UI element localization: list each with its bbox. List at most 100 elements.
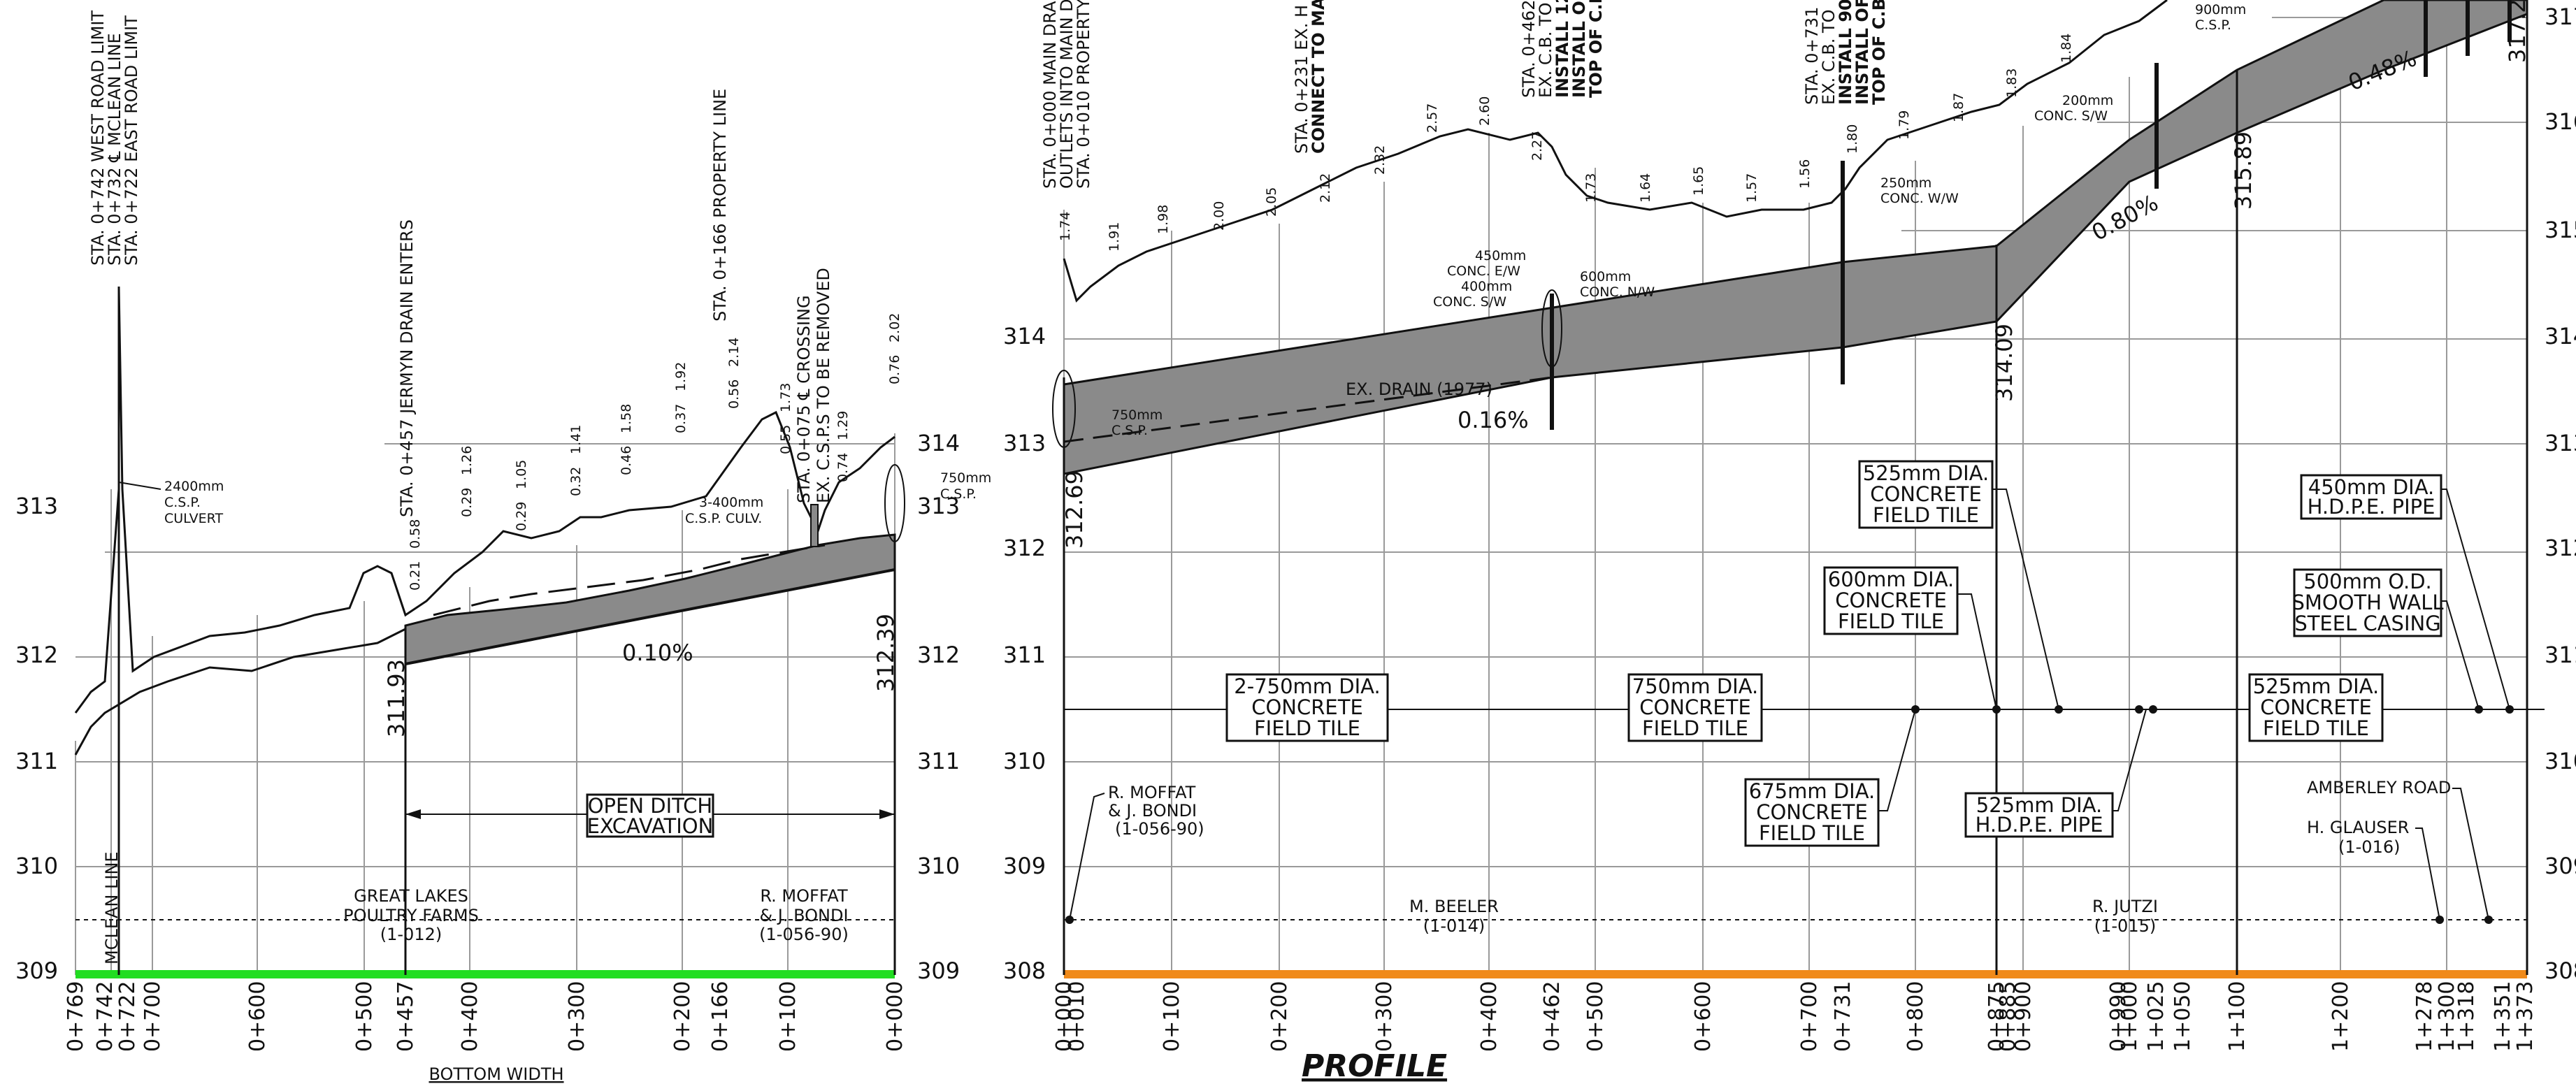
svg-text:& J. BONDI: & J. BONDI	[759, 906, 848, 925]
main-depth-5: 2.12	[1318, 173, 1333, 203]
left-invert-end: 312.39	[872, 614, 899, 692]
main-box-6: 525mm DIA. H.D.P.E. PIPE	[1964, 709, 2147, 838]
main-depth-3: 2.00	[1211, 201, 1227, 231]
svg-text:400mm: 400mm	[1461, 279, 1512, 294]
left-mclean-line: MCLEAN LINE	[102, 851, 122, 964]
svg-text:(1-016): (1-016)	[2338, 837, 2400, 857]
left-elev-310: 310	[15, 853, 58, 879]
main-ex-drain-label: EX. DRAIN (1977)	[1346, 380, 1492, 399]
main-depth-9: 2.27	[1530, 131, 1545, 161]
main-depth-11: 1.64	[1638, 173, 1653, 203]
main-depth-13: 1.57	[1744, 173, 1760, 203]
left-elev-309: 309	[15, 957, 58, 984]
left-note-east-road: STA. 0+722 EAST ROAD LIMIT	[122, 15, 141, 266]
main-depth-19: 1.84	[2059, 34, 2074, 63]
main-depth-1: 1.91	[1107, 222, 1122, 252]
left-ground-line-1	[74, 286, 895, 714]
left-relev-313: 313	[917, 493, 960, 519]
left-owner-1: GREAT LAKES POULTRY FARMS (1-012)	[343, 886, 479, 944]
main-depth-16: 1.79	[1897, 110, 1912, 140]
main-owner-2: M. BEELER (1-014)	[1409, 897, 1499, 936]
main-relev-315: 315	[2545, 217, 2576, 243]
main-pipe-callouts: 750mm C.S.P. 450mm CONC. E/W 400mm CONC.…	[1052, 2, 2246, 448]
left-depth-5: 1.05	[514, 460, 529, 489]
svg-text:675mm DIA.: 675mm DIA.	[1749, 779, 1876, 803]
svg-text:C.S.P.: C.S.P.	[940, 486, 977, 502]
left-top-notes: STA. 0+742 WEST ROAD LIMIT STA. 0+732 ℄ …	[88, 10, 833, 517]
main-owner-3: R. JUTZI (1-015)	[2092, 897, 2158, 936]
main-depth-4: 2.05	[1264, 187, 1279, 217]
svg-text:FIELD TILE: FIELD TILE	[1759, 821, 1865, 845]
left-open-ditch-arrow-right	[879, 809, 895, 819]
main-box-7: 525mm DIA. CONCRETE FIELD TILE	[2248, 673, 2384, 742]
main-relev-312: 312	[2545, 535, 2576, 561]
svg-text:FIELD TILE: FIELD TILE	[1873, 503, 1979, 527]
main-sta-0900: 0+900	[2011, 981, 2036, 1052]
main-depth-14: 1.56	[1797, 159, 1813, 189]
main-sta-0700: 0+700	[1797, 981, 1822, 1052]
svg-text:C.S.P.: C.S.P.	[1111, 423, 1148, 438]
svg-text:CULVERT: CULVERT	[164, 511, 223, 526]
left-sta-0742: 0+742	[93, 981, 117, 1052]
main-sta-0990: 0+990	[2106, 981, 2131, 1052]
left-sta-0166: 0+166	[708, 981, 733, 1052]
svg-text:2-750mm DIA.: 2-750mm DIA.	[1234, 674, 1380, 698]
main-note-462-3: INSTALL 120	[1553, 0, 1572, 98]
main-depth-8: 2.60	[1477, 96, 1492, 126]
left-elev-labels: 313 312 311 310 309	[15, 493, 58, 984]
main-relev-314: 314	[2545, 323, 2576, 349]
svg-text:(1-056-90): (1-056-90)	[759, 925, 849, 944]
main-box-4: 600mm DIA. CONCRETE FIELD TILE	[1823, 566, 1997, 710]
main-relev-311: 311	[2545, 642, 2576, 668]
svg-text:CONC. S/W: CONC. S/W	[1433, 294, 1506, 310]
left-invert-line	[405, 568, 895, 665]
main-sta-0731: 0+731	[1831, 981, 1855, 1052]
left-relev-309: 309	[917, 957, 960, 984]
left-sta-0457: 0+457	[394, 981, 418, 1052]
left-sta-0000: 0+000	[883, 981, 907, 1052]
left-open-ditch-box	[586, 793, 714, 838]
svg-text:(1-015): (1-015)	[2094, 916, 2156, 936]
left-owner-2: R. MOFFAT & J. BONDI (1-056-90)	[759, 886, 849, 944]
left-sta-0600: 0+600	[245, 981, 270, 1052]
svg-text:900mm: 900mm	[2195, 2, 2246, 17]
main-sta-1200: 1+200	[2329, 981, 2353, 1052]
svg-text:M. BEELER: M. BEELER	[1409, 897, 1499, 916]
left-relev-312: 312	[917, 642, 960, 668]
svg-text:750mm: 750mm	[940, 470, 991, 486]
main-sta-0600: 0+600	[1691, 981, 1715, 1052]
left-sta-0100: 0+100	[776, 981, 800, 1052]
main-sta-1025: 1+025	[2144, 981, 2168, 1052]
main-note-462-1: STA. 0+462	[1519, 0, 1539, 98]
left-open-ditch-line-1: OPEN DITCH	[588, 794, 713, 818]
main-depths: 1.74 1.91 1.98 2.00 2.05 2.12 2.32 2.57 …	[1058, 34, 2074, 252]
left-footer-title: BOTTOM WIDTH	[429, 1064, 563, 1084]
svg-text:C.S.P. CULV.: C.S.P. CULV.	[685, 511, 762, 526]
svg-text:(1-056-90): (1-056-90)	[1115, 819, 1204, 839]
left-relev-311: 311	[917, 748, 960, 774]
left-sta-0722: 0+722	[115, 981, 140, 1052]
left-profile: MCLEAN LINE 313 312 311 310 309 314 313 …	[15, 10, 991, 1084]
left-note-west-road: STA. 0+742 WEST ROAD LIMIT	[88, 10, 108, 266]
main-note-731-2: EX. C.B. TO	[1819, 9, 1839, 105]
svg-text:750mm DIA.: 750mm DIA.	[1632, 674, 1759, 698]
svg-text:200mm: 200mm	[2062, 93, 2113, 108]
svg-text:R. MOFFAT: R. MOFFAT	[1108, 783, 1196, 802]
left-sta-0500: 0+500	[352, 981, 377, 1052]
left-note-mclean: STA. 0+732 ℄ MCLEAN LINE	[105, 33, 124, 266]
svg-text:525mm DIA.: 525mm DIA.	[1863, 461, 1989, 485]
main-sta-0885: 0+885	[1996, 981, 2020, 1052]
left-depths: 0.21 0.58 0.29 1.26 0.29 1.05 0.32 1.41 …	[408, 313, 902, 591]
svg-text:CONCRETE: CONCRETE	[1756, 800, 1868, 824]
main-relev-308: 308	[2545, 957, 2576, 984]
main-box-2: 750mm DIA. CONCRETE FIELD TILE	[1627, 673, 1763, 742]
svg-text:600mm: 600mm	[1580, 269, 1631, 284]
main-sta-1318: 1+318	[2454, 981, 2479, 1052]
left-depth-18: 0.76	[887, 355, 902, 384]
main-drain-fill	[1063, 0, 2528, 475]
main-elev-312: 312	[1003, 535, 1046, 561]
left-elev-313: 313	[15, 493, 58, 519]
main-sta-1278: 1+278	[2412, 981, 2437, 1052]
svg-text:250mm: 250mm	[1880, 175, 1931, 191]
main-box-5: 675mm DIA. CONCRETE FIELD TILE	[1744, 709, 1916, 847]
